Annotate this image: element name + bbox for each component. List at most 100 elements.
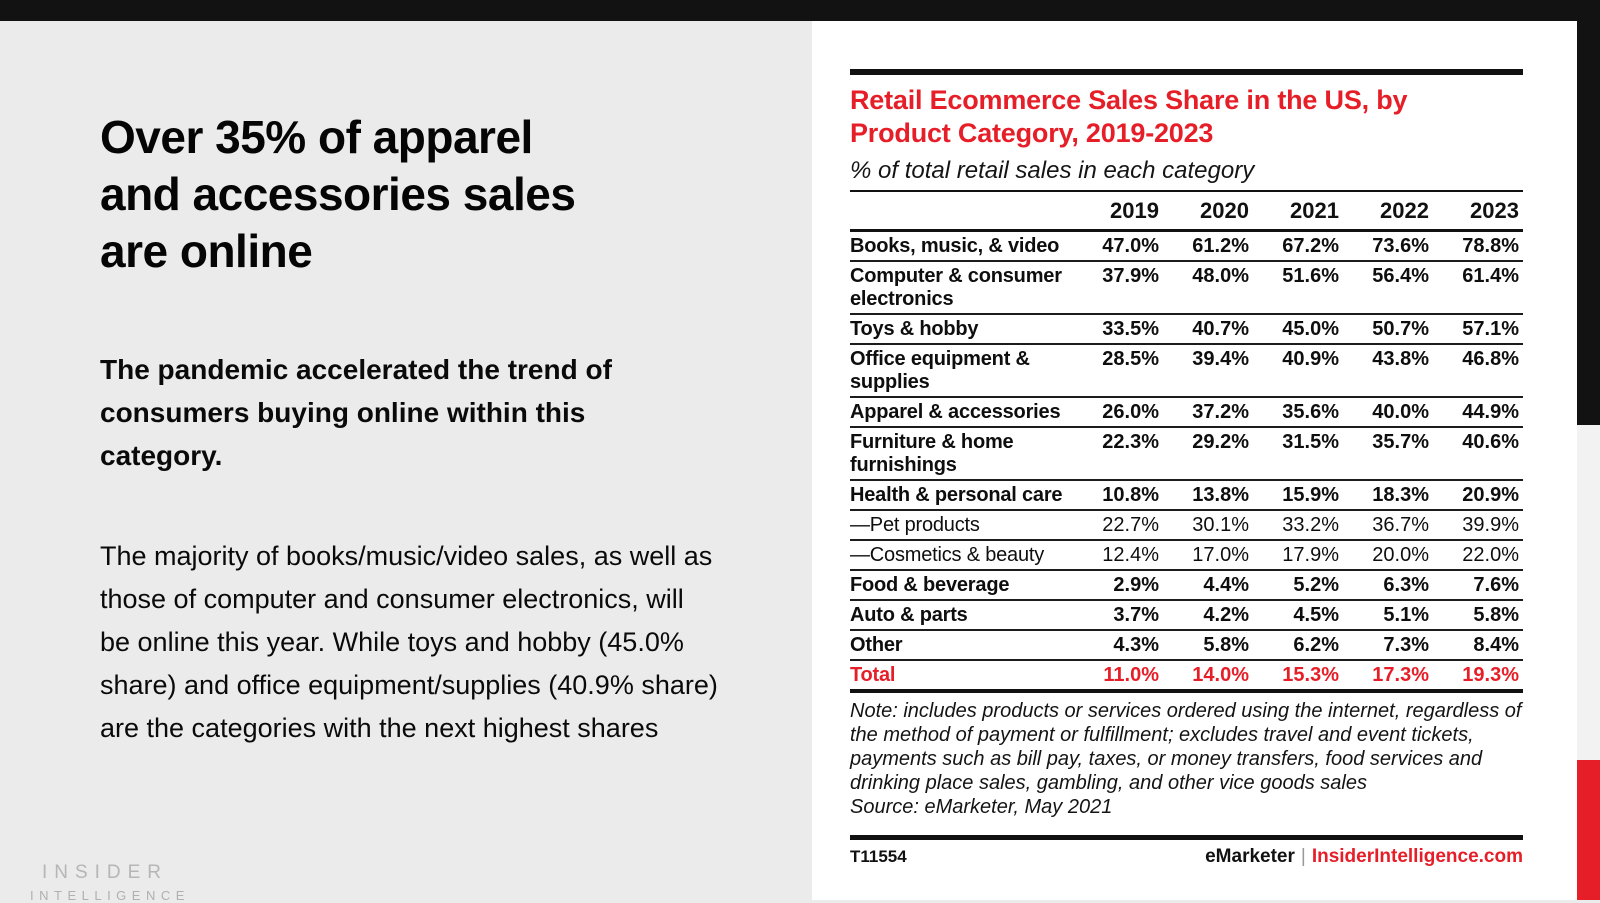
year-header-cell: 2022 [1343, 190, 1433, 232]
value-cell: 8.4% [1433, 630, 1523, 661]
value-cell: 44.9% [1433, 397, 1523, 428]
chart-note: Note: includes products or services orde… [850, 700, 1522, 794]
value-cell: 48.0% [1163, 261, 1253, 315]
left-narrative-panel: Over 35% of apparel and accessories sale… [0, 21, 810, 903]
insider-intelligence-logo: INSIDER INTELLIGENCE [30, 862, 190, 903]
logo-insider-text: INSIDER [41, 862, 169, 883]
value-cell: 14.0% [1163, 660, 1253, 693]
value-cell: 40.9% [1253, 344, 1343, 398]
value-cell: 39.9% [1433, 510, 1523, 541]
category-cell: Office equipment & supplies [850, 344, 1073, 398]
brand-site-url: InsiderIntelligence.com [1311, 846, 1523, 867]
table-row: —Cosmetics & beauty 12.4% 17.0% 17.9% 20.0% 2… [850, 540, 1523, 571]
value-cell: 4.4% [1163, 570, 1253, 601]
table-row: Food & beverage 2.9% 4.4% 5.2% 6.3% 7.6% [850, 570, 1523, 601]
right-edge-gray-strip [1577, 425, 1600, 760]
year-header-cell: 2023 [1433, 190, 1523, 232]
body-paragraph: The majority of books/music/video sales,… [100, 541, 718, 743]
right-edge-red-strip [1577, 760, 1600, 900]
chart-top-rule [850, 69, 1523, 75]
value-cell: 28.5% [1073, 344, 1163, 398]
table-row: Toys & hobby 33.5% 40.7% 45.0% 50.7% 57.1% [850, 314, 1523, 345]
chart-id-code: T11554 [850, 847, 907, 866]
chart-source: Source: eMarketer, May 2021 [850, 796, 1113, 818]
value-cell: 22.7% [1073, 510, 1163, 541]
value-cell: 4.2% [1163, 600, 1253, 631]
value-cell: 31.5% [1253, 427, 1343, 481]
value-cell: 61.4% [1433, 261, 1523, 315]
category-cell: Food & beverage [850, 570, 1073, 601]
value-cell: 51.6% [1253, 261, 1343, 315]
value-cell: 22.3% [1073, 427, 1163, 481]
category-cell: Other [850, 630, 1073, 661]
value-cell: 6.3% [1343, 570, 1433, 601]
category-cell: —Cosmetics & beauty [850, 540, 1073, 571]
table-row: Other 4.3% 5.8% 6.2% 7.3% 8.4% [850, 630, 1523, 661]
value-cell: 2.9% [1073, 570, 1163, 601]
value-cell: 15.3% [1253, 660, 1343, 693]
value-cell: 22.0% [1433, 540, 1523, 571]
value-cell: 46.8% [1433, 344, 1523, 398]
year-header-cell: 2021 [1253, 190, 1343, 232]
value-cell: 4.3% [1073, 630, 1163, 661]
value-cell: 30.1% [1163, 510, 1253, 541]
category-cell: —Pet products [850, 510, 1073, 541]
value-cell: 40.0% [1343, 397, 1433, 428]
year-header-cell: 2020 [1163, 190, 1253, 232]
value-cell: 12.4% [1073, 540, 1163, 571]
value-cell: 33.5% [1073, 314, 1163, 345]
value-cell: 17.0% [1163, 540, 1253, 571]
value-cell: 7.3% [1343, 630, 1433, 661]
brand-divider: | [1300, 846, 1306, 867]
page-heading: Over 35% of apparel and accessories sale… [100, 111, 576, 277]
value-cell: 57.1% [1433, 314, 1523, 345]
emphasis-paragraph: The pandemic accelerated the trend of co… [100, 354, 612, 471]
value-cell: 20.9% [1433, 480, 1523, 511]
value-cell: 78.8% [1433, 230, 1523, 262]
value-cell: 19.3% [1433, 660, 1523, 693]
table-year-header-row: 2019 2020 2021 2022 2023 [850, 190, 1523, 232]
value-cell: 36.7% [1343, 510, 1433, 541]
value-cell: 6.2% [1253, 630, 1343, 661]
right-edge-black-strip [1577, 21, 1600, 425]
value-cell: 43.8% [1343, 344, 1433, 398]
value-cell: 47.0% [1073, 230, 1163, 262]
data-table: 2019 2020 2021 2022 2023 Books, music, & vid… [850, 190, 1523, 693]
brand-emarketer: eMarketer [1205, 846, 1295, 867]
table-row: Computer & consumer electronics 37.9% 48.0… [850, 261, 1523, 315]
category-cell: Apparel & accessories [850, 397, 1073, 428]
table-body: Books, music, & video 47.0% 61.2% 67.2% 73.6… [850, 230, 1523, 693]
chart-card: Retail Ecommerce Sales Share in the US, … [812, 21, 1577, 900]
category-cell: Total [850, 660, 1073, 693]
table-row: Health & personal care 10.8% 13.8% 15.9% 18.… [850, 480, 1523, 511]
value-cell: 3.7% [1073, 600, 1163, 631]
value-cell: 37.2% [1163, 397, 1253, 428]
category-cell: Auto & parts [850, 600, 1073, 631]
category-cell: Health & personal care [850, 480, 1073, 511]
value-cell: 15.9% [1253, 480, 1343, 511]
value-cell: 40.7% [1163, 314, 1253, 345]
value-cell: 5.2% [1253, 570, 1343, 601]
chart-title: Retail Ecommerce Sales Share in the US, … [850, 85, 1408, 148]
category-cell: Toys & hobby [850, 314, 1073, 345]
value-cell: 33.2% [1253, 510, 1343, 541]
value-cell: 20.0% [1343, 540, 1433, 571]
table-row: Apparel & accessories 26.0% 37.2% 35.6% 40.0… [850, 397, 1523, 428]
logo-intelligence-text: INTELLIGENCE [30, 888, 190, 903]
value-cell: 5.1% [1343, 600, 1433, 631]
value-cell: 45.0% [1253, 314, 1343, 345]
value-cell: 67.2% [1253, 230, 1343, 262]
category-cell: Furniture & home furnishings [850, 427, 1073, 481]
brand-lockup: eMarketer | InsiderIntelligence.com [1205, 846, 1523, 868]
value-cell: 5.8% [1163, 630, 1253, 661]
top-accent-bar [0, 0, 1600, 21]
value-cell: 26.0% [1073, 397, 1163, 428]
value-cell: 61.2% [1163, 230, 1253, 262]
value-cell: 17.9% [1253, 540, 1343, 571]
value-cell: 56.4% [1343, 261, 1433, 315]
value-cell: 39.4% [1163, 344, 1253, 398]
chart-subtitle: % of total retail sales in each category [850, 157, 1255, 184]
table-row: Total 11.0% 14.0% 15.3% 17.3% 19.3% [850, 660, 1523, 693]
chart-footer: T11554 eMarketer | InsiderIntelligence.com [850, 846, 1523, 868]
value-cell: 11.0% [1073, 660, 1163, 693]
